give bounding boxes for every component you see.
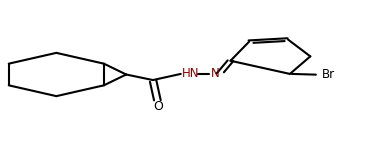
Text: N: N	[211, 67, 219, 80]
Text: O: O	[153, 100, 163, 113]
Text: Br: Br	[322, 68, 335, 81]
Text: HN: HN	[182, 67, 199, 80]
